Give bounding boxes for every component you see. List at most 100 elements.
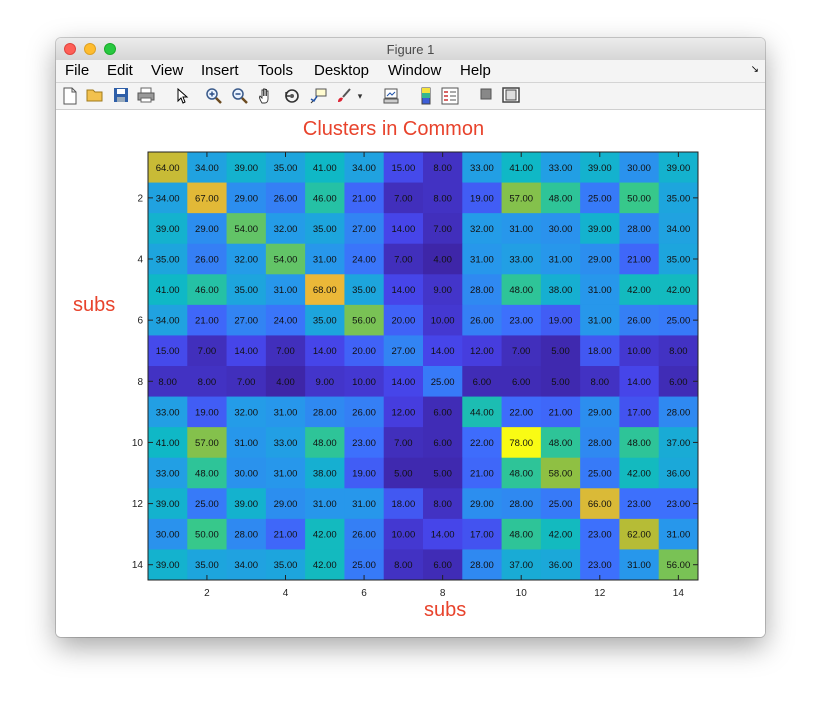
- cell-value-label: 50.00: [195, 530, 219, 541]
- heatmap-cell: [580, 182, 620, 214]
- y-tick-label: 10: [132, 438, 144, 449]
- cell-value-label: 28.00: [588, 438, 612, 449]
- menu-tools[interactable]: Tools: [258, 62, 294, 79]
- brush-dropdown-icon[interactable]: ▾: [357, 91, 363, 101]
- zoom-out-icon[interactable]: [231, 87, 249, 105]
- heatmap-cell: [580, 304, 620, 336]
- maximize-window-button[interactable]: [104, 43, 116, 55]
- new-figure-icon[interactable]: [61, 87, 79, 105]
- cell-value-label: 8.00: [669, 346, 688, 357]
- cell-value-label: 4.00: [433, 255, 452, 266]
- window-title: Figure 1: [386, 42, 435, 57]
- rotate-3d-icon[interactable]: [283, 87, 301, 105]
- data-cursor-icon[interactable]: [309, 87, 327, 105]
- cell-value-label: 28.00: [509, 499, 533, 510]
- dock-arrow-icon[interactable]: ↘: [750, 64, 759, 75]
- cell-value-label: 31.00: [470, 255, 494, 266]
- cell-value-label: 39.00: [588, 224, 612, 235]
- cell-value-label: 10.00: [352, 377, 376, 388]
- heatmap-cell: [658, 304, 699, 336]
- cell-value-label: 8.00: [433, 193, 452, 204]
- cell-value-label: 8.00: [433, 163, 452, 174]
- print-icon[interactable]: [137, 87, 155, 105]
- cell-value-label: 30.00: [156, 530, 180, 541]
- heatmap-cell: [265, 427, 306, 459]
- heatmap-cell: [580, 457, 620, 489]
- heatmap-plot[interactable]: 64.00 34.00 39.00 35.00 41.00 34.00 15.00 8.00 3…: [56, 110, 765, 637]
- heatmap-cell: [423, 243, 463, 275]
- heatmap-cell: [619, 182, 660, 214]
- legend-icon[interactable]: [441, 87, 459, 105]
- menu-view[interactable]: View: [151, 62, 184, 79]
- heatmap-cell: [619, 335, 660, 367]
- cell-value-label: 30.00: [234, 469, 258, 480]
- heatmap-cell: [226, 182, 267, 214]
- cell-value-label: 54.00: [234, 224, 258, 235]
- heatmap-cell: [344, 243, 385, 275]
- minimize-window-button[interactable]: [84, 43, 96, 55]
- x-tick-label: 12: [594, 588, 606, 599]
- heatmap-cell: [265, 335, 306, 367]
- heatmap-cell: [462, 427, 503, 459]
- heatmap-cell: [580, 518, 620, 550]
- menu-desktop[interactable]: Desktop: [314, 62, 370, 79]
- heatmap-cell: [265, 304, 306, 336]
- heatmap-cell: [383, 549, 424, 581]
- zoom-in-icon[interactable]: [205, 87, 223, 105]
- cell-value-label: 29.00: [274, 499, 298, 510]
- open-file-icon[interactable]: [86, 87, 104, 105]
- cell-value-label: 35.00: [666, 193, 690, 204]
- menu-help[interactable]: Help: [460, 62, 491, 79]
- save-icon[interactable]: [112, 87, 130, 105]
- heatmap-cell: [540, 152, 581, 184]
- cell-value-label: 30.00: [549, 224, 573, 235]
- brush-icon[interactable]: [335, 87, 353, 105]
- cell-value-label: 10.00: [391, 530, 415, 541]
- heatmap-cell: [580, 274, 620, 306]
- cell-value-label: 33.00: [274, 438, 298, 449]
- cell-value-label: 5.00: [394, 469, 413, 480]
- cell-value-label: 31.00: [509, 224, 533, 235]
- colorbar-icon[interactable]: [417, 87, 435, 105]
- hide-plot-tools-icon[interactable]: [477, 87, 495, 105]
- cell-value-label: 21.00: [195, 316, 219, 327]
- menu-insert[interactable]: Insert: [201, 62, 239, 79]
- heatmap-cell: [658, 152, 699, 184]
- heatmap-cell: [423, 427, 463, 459]
- heatmap-cell: [344, 335, 385, 367]
- heatmap-cell: [658, 366, 699, 398]
- heatmap-cell: [462, 243, 503, 275]
- heatmap-cell: [462, 152, 503, 184]
- title-bar[interactable]: Figure 1: [56, 38, 765, 61]
- menu-file[interactable]: File: [65, 62, 90, 79]
- x-tick-label: 10: [516, 588, 528, 599]
- menu-edit[interactable]: Edit: [107, 62, 133, 79]
- heatmap-cell: [580, 488, 620, 520]
- cell-value-label: 42.00: [313, 530, 337, 541]
- cell-value-label: 24.00: [274, 316, 298, 327]
- heatmap-cell: [383, 182, 424, 214]
- cell-value-label: 35.00: [313, 224, 337, 235]
- heatmap-cell: [501, 243, 542, 275]
- y-tick-label: 8: [137, 377, 143, 388]
- cell-value-label: 31.00: [588, 285, 612, 296]
- link-plot-icon[interactable]: [382, 87, 400, 105]
- heatmap-cell: [226, 396, 267, 428]
- show-plot-tools-icon[interactable]: [502, 87, 520, 105]
- menu-window[interactable]: Window: [388, 62, 442, 79]
- heatmap-cell: [619, 396, 660, 428]
- heatmap-cell: [540, 457, 581, 489]
- cell-value-label: 6.00: [473, 377, 492, 388]
- pan-icon[interactable]: [257, 87, 275, 105]
- heatmap-cell: [619, 243, 660, 275]
- cell-value-label: 67.00: [195, 193, 219, 204]
- cell-value-label: 7.00: [394, 193, 413, 204]
- heatmap-cell: [305, 549, 345, 581]
- cell-value-label: 8.00: [158, 377, 177, 388]
- heatmap-cell: [383, 274, 424, 306]
- close-window-button[interactable]: [64, 43, 76, 55]
- cell-value-label: 42.00: [549, 530, 573, 541]
- cell-value-label: 20.00: [391, 316, 415, 327]
- x-tick-label: 8: [440, 588, 446, 599]
- pointer-icon[interactable]: [173, 87, 191, 105]
